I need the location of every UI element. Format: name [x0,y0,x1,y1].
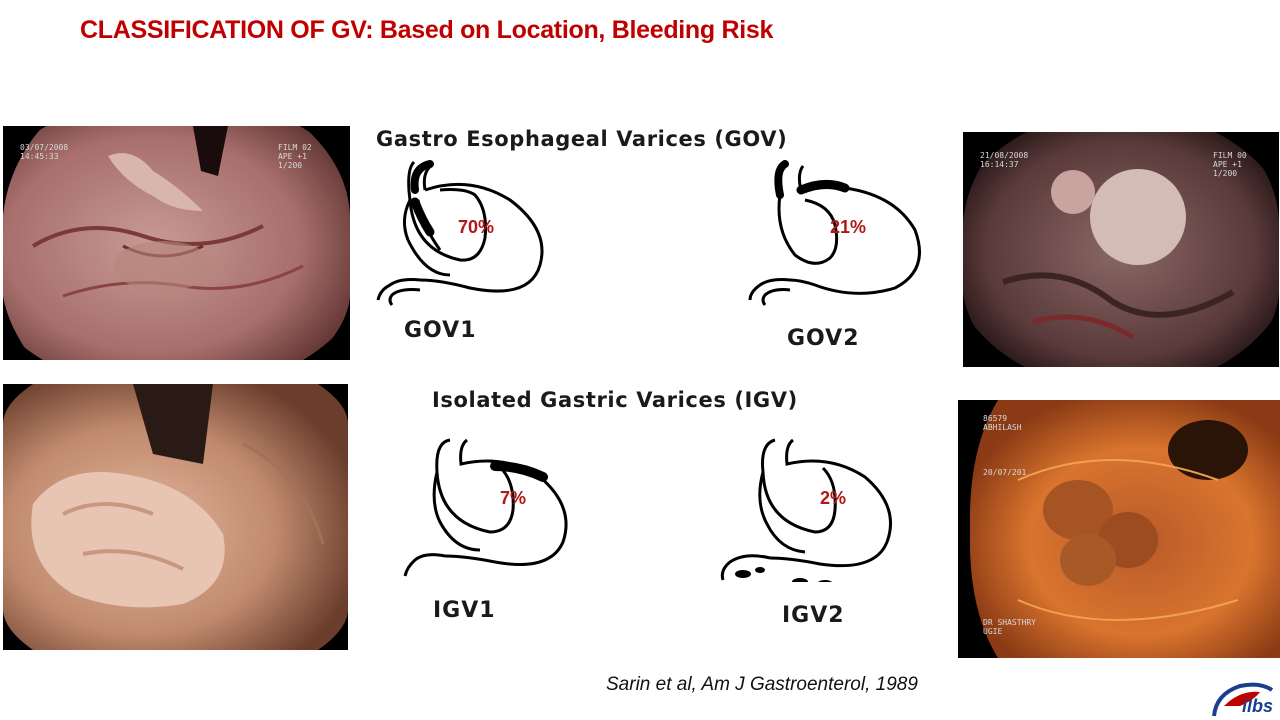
photo-patient-info: 86579 ABHILASH [983,414,1022,432]
igv-section-heading: Isolated Gastric Varices (IGV) [432,388,798,412]
igv1-percent: 7% [500,488,527,508]
gov1-label: GOV1 [404,318,477,343]
endoscopy-photo-igv1 [3,384,348,650]
photo-timestamp: 03/07/2008 14:45:33 [20,143,69,161]
photo-doctor-info: DR SHASTHRY UGIE [983,618,1036,636]
stomach-igv1-icon [403,438,568,577]
stomach-gov2-icon [748,160,921,306]
photo-date: 20/07/201 [983,468,1027,477]
endoscopy-photo-gov1: 03/07/2008 14:45:33 FILM 02 APE +1 1/200 [3,126,350,360]
stomach-igv2-icon [720,438,892,582]
photo-film-info: FILM 02 APE +1 1/200 [278,143,312,170]
logo-text: ilbs [1242,696,1274,716]
gov2-label: GOV2 [787,326,860,351]
slide-title: CLASSIFICATION OF GV: Based on Location,… [80,16,774,44]
photo-film-info: FILM 00 APE +1 1/200 [1213,151,1247,178]
citation: Sarin et al, Am J Gastroenterol, 1989 [606,674,918,695]
photo-timestamp: 21/08/2008 16:14:37 [980,151,1029,169]
endoscopy-photo-igv2: 86579 ABHILASH 20/07/201 DR SHASTHRY UGI… [958,400,1280,658]
gov2-percent: 21% [830,217,867,237]
igv1-label: IGV1 [433,598,496,623]
gov1-percent: 70% [458,217,495,237]
igv2-percent: 2% [820,488,847,508]
stomach-gov1-icon [376,160,544,306]
endoscopy-photo-gov2: 21/08/2008 16:14:37 FILM 00 APE +1 1/200 [963,132,1279,367]
ilbs-logo-icon [1212,682,1274,717]
gov-section-heading: Gastro Esophageal Varices (GOV) [376,127,788,151]
igv2-label: IGV2 [782,603,845,628]
